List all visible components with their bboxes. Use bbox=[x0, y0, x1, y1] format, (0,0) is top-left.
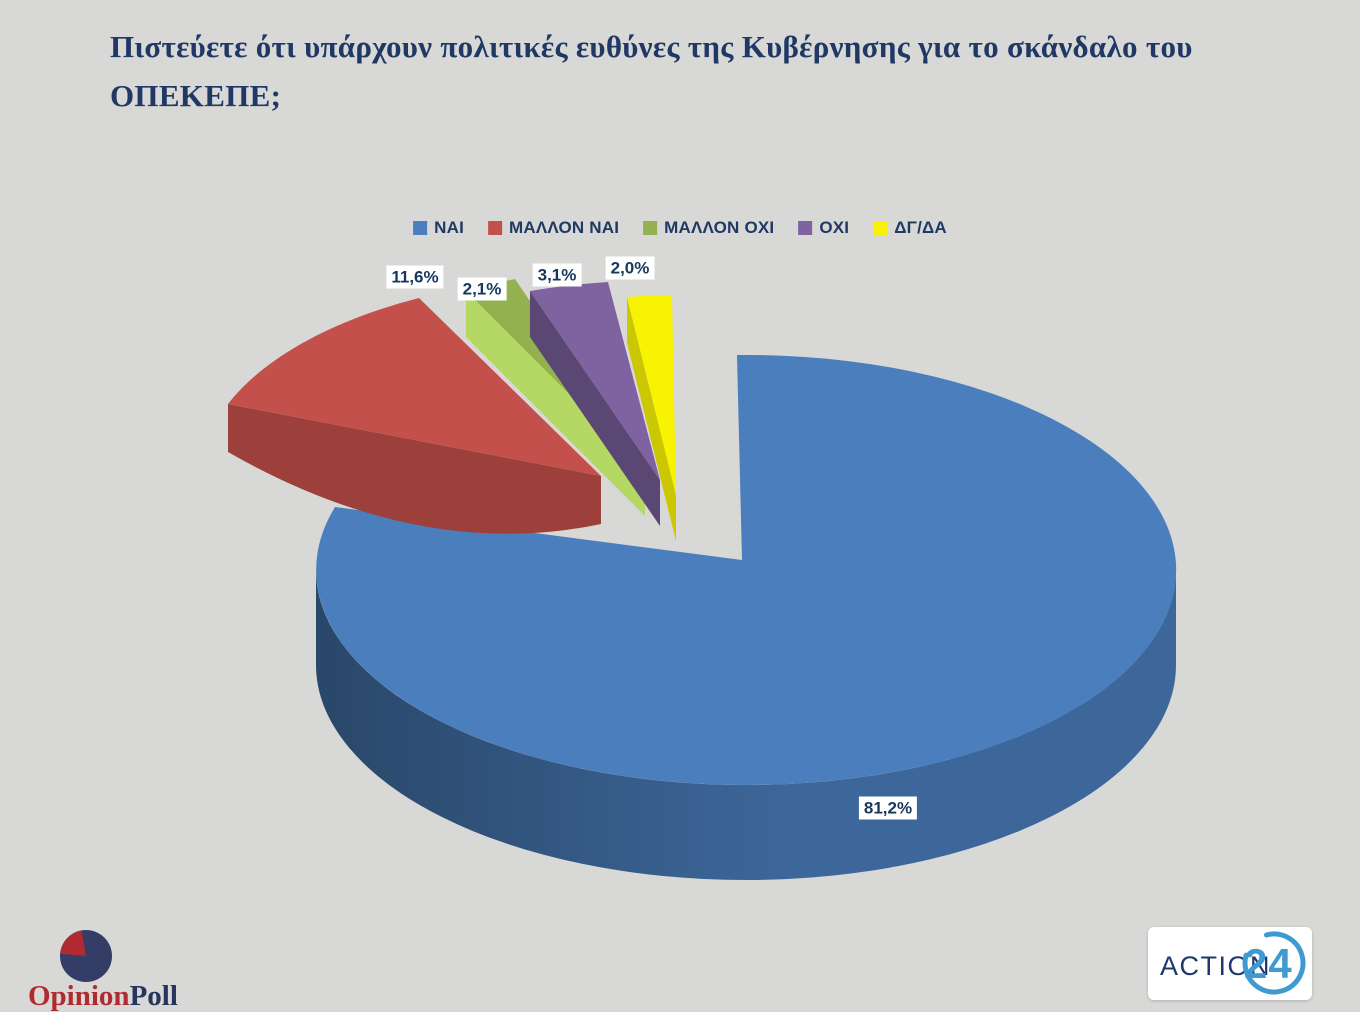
legend-swatch bbox=[643, 221, 658, 235]
legend-swatch bbox=[873, 221, 888, 235]
action24-ring-icon bbox=[1242, 931, 1306, 995]
pie-slice-oxi-side bbox=[530, 291, 660, 526]
opinionpoll-text-poll: Poll bbox=[129, 980, 178, 1012]
legend-label: ΜΑΛΛΟΝ ΟΧΙ bbox=[664, 218, 775, 237]
action24-text: ACTION bbox=[1160, 951, 1272, 981]
bottom-margin bbox=[0, 1012, 1360, 1020]
action24-number: 24 bbox=[1244, 940, 1293, 987]
legend-item: ΟΧΙ bbox=[798, 218, 849, 238]
value-label: 11,6% bbox=[386, 265, 444, 289]
pie-slice-nai-top bbox=[316, 354, 1177, 785]
value-label: 3,1% bbox=[532, 263, 582, 287]
legend-swatch bbox=[488, 221, 502, 235]
pie-slice-mallon-nai-side bbox=[228, 404, 601, 534]
opinionpoll-text-opinion: Opinion bbox=[28, 980, 130, 1012]
value-label: 2,1% bbox=[457, 277, 507, 301]
pie-slice-dg-da-side bbox=[627, 297, 676, 541]
value-label: 2,0% bbox=[605, 256, 655, 280]
opinionpoll-logo: OpinionPoll bbox=[28, 928, 198, 1012]
legend-label: ΜΑΛΛΟΝ ΝΑΙ bbox=[509, 218, 620, 237]
legend-item: ΝΑΙ bbox=[413, 218, 464, 238]
chart-title: Πιστεύετε ότι υπάρχουν πολιτικές ευθύνες… bbox=[110, 29, 1193, 113]
legend-label: ΟΧΙ bbox=[819, 218, 850, 237]
legend-swatch bbox=[413, 221, 428, 235]
action24-logo: ACTION 24 bbox=[1148, 927, 1312, 1000]
opinionpoll-pie-icon bbox=[60, 930, 112, 982]
pie-slice-nai-rim bbox=[316, 570, 1176, 880]
pie-slice-mallon-nai-top bbox=[228, 298, 601, 476]
pie-slice-dg-da-top bbox=[627, 295, 676, 495]
legend: ΝΑΙ ΜΑΛΛΟΝ ΝΑΙ ΜΑΛΛΟΝ ΟΧΙ ΟΧΙ ΔΓ/ΔΑ bbox=[413, 218, 947, 238]
legend-item: ΔΓ/ΔΑ bbox=[873, 218, 947, 238]
value-label: 81,2% bbox=[858, 796, 918, 820]
legend-label: ΝΑΙ bbox=[434, 218, 464, 237]
legend-label: ΔΓ/ΔΑ bbox=[894, 218, 947, 237]
pie-slice-mallon-oxi-side bbox=[466, 291, 645, 516]
legend-swatch bbox=[798, 221, 813, 235]
pie-slice-oxi-top bbox=[530, 282, 660, 480]
legend-item: ΜΑΛΛΟΝ ΟΧΙ bbox=[643, 218, 774, 238]
legend-item: ΜΑΛΛΟΝ ΝΑΙ bbox=[488, 218, 619, 238]
opinionpoll-wordmark: OpinionPoll bbox=[28, 980, 178, 1013]
